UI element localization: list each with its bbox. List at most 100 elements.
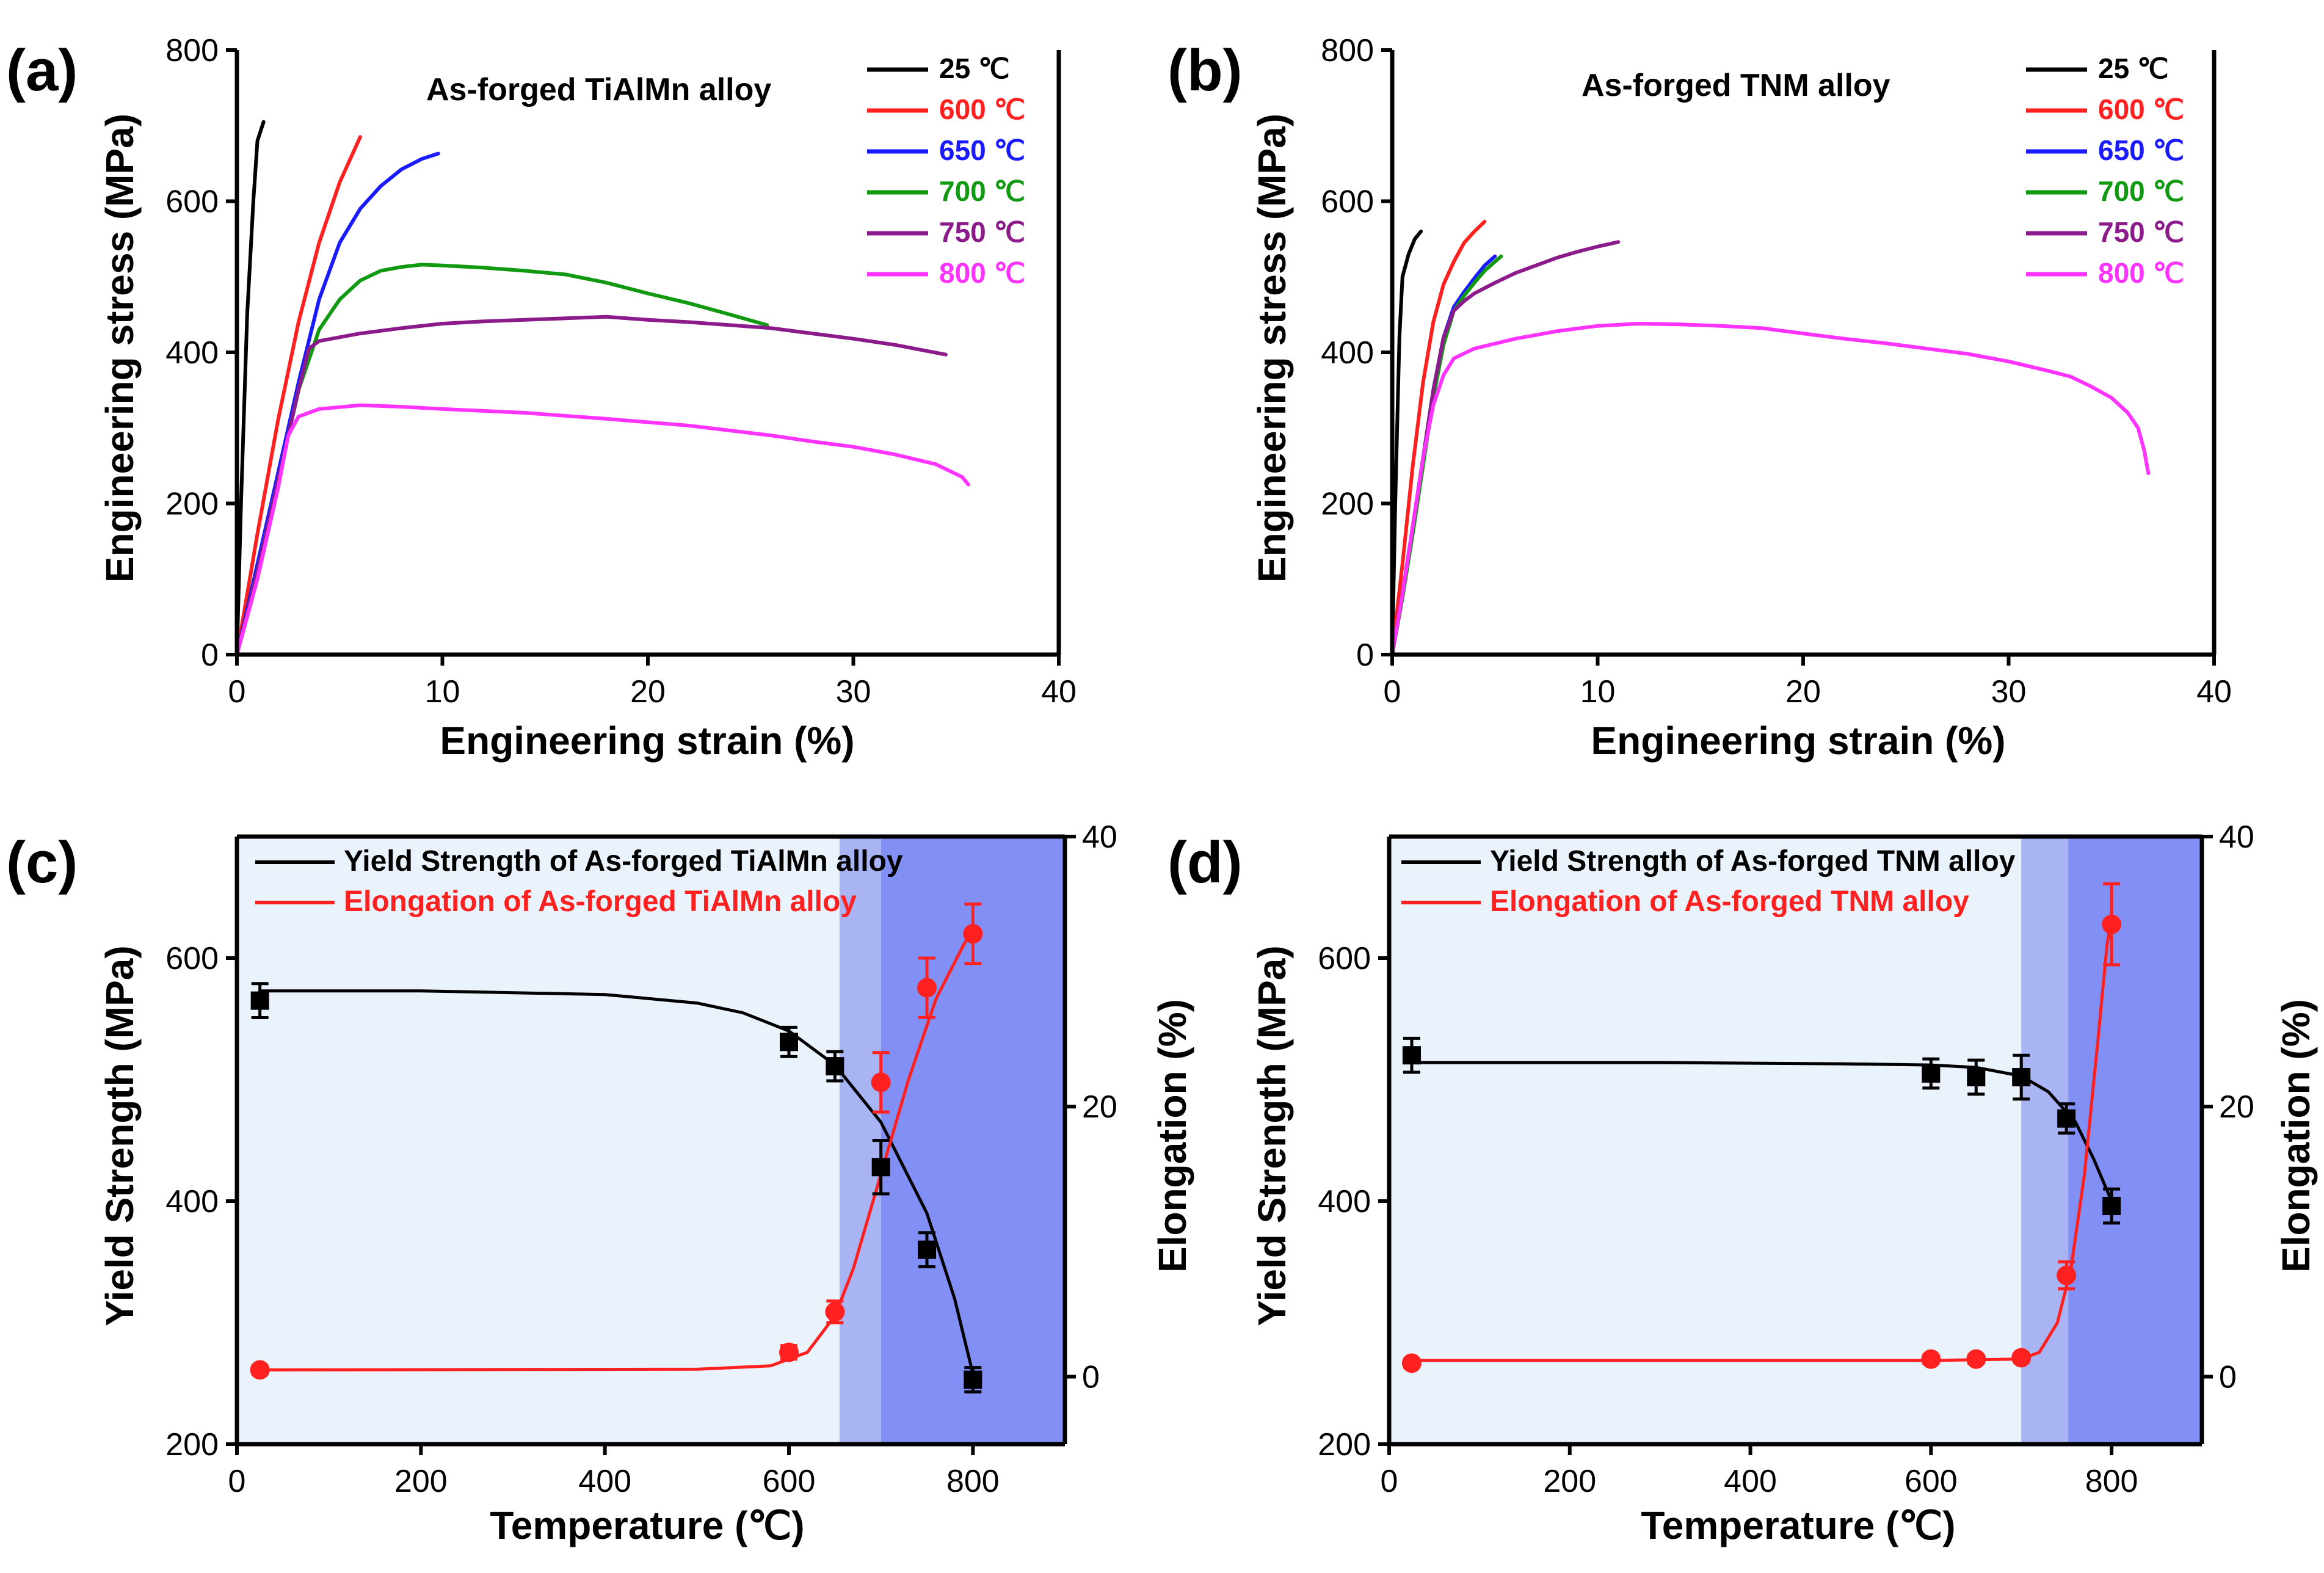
data-point-yield-strength-of-as-forged-tialmn-alloy [918, 1240, 936, 1259]
legend-a: 25 ℃ 600 ℃ 650 ℃ 700 ℃ 750 ℃ 800 ℃ [867, 53, 1025, 289]
x-axis-label-d: Temperature (℃) [1641, 1503, 1955, 1547]
x-tick-label: 200 [394, 1464, 448, 1499]
data-point-yield-strength-of-as-forged-tialmn-alloy [826, 1057, 844, 1076]
data-point-elongation-of-as-forged-tialmn-alloy [825, 1302, 845, 1322]
data-point-elongation-of-as-forged-tnm-alloy [2011, 1348, 2032, 1368]
data-point-elongation-of-as-forged-tialmn-alloy [917, 978, 937, 998]
plot-area-b [1392, 219, 2151, 655]
y-tick-label: 600 [1321, 184, 1374, 220]
data-point-elongation-of-as-forged-tnm-alloy [2102, 914, 2122, 934]
legend-label: 750 ℃ [2098, 216, 2184, 248]
shaded-region-0 [1389, 837, 2022, 1444]
panel-label-a: (a) [6, 38, 78, 103]
data-point-yield-strength-of-as-forged-tnm-alloy [1402, 1046, 1421, 1065]
panel-label-d: (d) [1167, 830, 1243, 895]
series-line-25 [237, 120, 266, 655]
legend-label: 650 ℃ [939, 134, 1025, 166]
data-point-yield-strength-of-as-forged-tialmn-alloy [250, 991, 269, 1010]
y-tick-label: 400 [1321, 335, 1374, 371]
x-tick-label: 600 [763, 1464, 816, 1499]
y-tick-label: 200 [165, 1427, 219, 1462]
legend-label: Elongation of As-forged TiAlMn alloy [344, 885, 857, 918]
panel-c-yield-elongation-tialmn: (c) 0 200 400 600 800 200 400 600 0 20 40 Temperat… [6, 819, 1194, 1547]
legend-label: 750 ℃ [939, 216, 1025, 248]
x-tick-label: 30 [1991, 674, 2027, 710]
y-tick-label: 0 [201, 638, 219, 673]
series-line-650 [1392, 254, 1497, 655]
x-tick-label: 800 [2085, 1464, 2138, 1499]
series-line-750 [237, 314, 948, 655]
fit-line-elongation-of-as-forged-tialmn-alloy [260, 930, 975, 1371]
legend-label: 700 ℃ [939, 175, 1025, 207]
x-axis-label-a: Engineering strain (%) [440, 719, 854, 763]
panel-label-b: (b) [1167, 38, 1243, 103]
x-tick-label: 200 [1543, 1464, 1596, 1499]
legend-label: 800 ℃ [2098, 257, 2184, 289]
x-tick-label: 10 [1580, 674, 1616, 710]
data-point-yield-strength-of-as-forged-tnm-alloy [2012, 1068, 2031, 1087]
data-point-yield-strength-of-as-forged-tnm-alloy [1922, 1064, 1941, 1083]
series-group [237, 120, 970, 655]
x-tick-label: 0 [1381, 1464, 1398, 1499]
y-tick-label: 400 [1318, 1184, 1371, 1219]
series-line-25 [1392, 230, 1423, 655]
x-tick-label: 400 [578, 1464, 631, 1499]
y2-tick-label: 40 [2219, 819, 2254, 855]
legend-label: 700 ℃ [2098, 175, 2184, 207]
x-tick-label: 40 [1041, 674, 1077, 710]
x-tick-label: 10 [425, 674, 460, 710]
data-point-elongation-of-as-forged-tnm-alloy [1401, 1353, 1422, 1373]
y-tick-label: 800 [1321, 33, 1374, 68]
data-point-elongation-of-as-forged-tnm-alloy [1921, 1349, 1941, 1369]
y2-axis-label-c: Elongation (%) [1150, 999, 1194, 1273]
data-point-yield-strength-of-as-forged-tnm-alloy [2102, 1196, 2121, 1215]
legend-b: 25 ℃ 600 ℃ 650 ℃ 700 ℃ 750 ℃ 800 ℃ [2026, 53, 2184, 289]
x-tick-label: 0 [228, 1464, 246, 1499]
axes-c: 0 200 400 600 800 200 400 600 0 20 40 [165, 819, 1117, 1499]
legend-label: 800 ℃ [939, 257, 1025, 289]
plot-area-d [1389, 837, 2202, 1444]
series-line-600 [237, 135, 362, 655]
y-tick-label: 200 [1321, 487, 1374, 522]
series-line-700 [1392, 254, 1503, 655]
data-point-elongation-of-as-forged-tialmn-alloy [779, 1342, 799, 1362]
legend-c: Yield Strength of As-forged TiAlMn alloy… [255, 845, 903, 918]
data-point-elongation-of-as-forged-tialmn-alloy [871, 1072, 891, 1092]
y-tick-label: 400 [165, 1184, 219, 1219]
data-point-elongation-of-as-forged-tialmn-alloy [250, 1360, 270, 1380]
series-line-600 [1392, 219, 1487, 655]
x-tick-label: 600 [1905, 1464, 1958, 1499]
x-tick-label: 30 [836, 674, 871, 710]
y-axis-label-c: Yield Strength (MPa) [98, 945, 142, 1326]
fit-line-yield-strength-of-as-forged-tnm-alloy [1412, 1061, 2113, 1202]
x-tick-label: 0 [1384, 674, 1401, 710]
y2-axis-label-d: Elongation (%) [2274, 999, 2318, 1273]
y-tick-label: 600 [165, 941, 219, 976]
legend-label: 25 ℃ [2098, 53, 2169, 84]
data-point-elongation-of-as-forged-tialmn-alloy [963, 924, 983, 944]
y-axis-label-b: Engineering stress (MPa) [1250, 114, 1294, 583]
y2-tick-label: 40 [1082, 819, 1117, 855]
series-group [1392, 219, 2151, 655]
data-point-yield-strength-of-as-forged-tnm-alloy [1967, 1068, 1986, 1087]
y-tick-label: 400 [165, 335, 219, 371]
legend-label: 25 ℃ [939, 53, 1010, 84]
y-tick-label: 800 [165, 33, 219, 68]
panel-d-yield-elongation-tnm: (d) 0 200 400 600 800 200 400 600 0 20 40 Temperat… [1167, 819, 2318, 1547]
legend-label: 600 ℃ [939, 93, 1025, 125]
y-axis-label-a: Engineering stress (MPa) [98, 114, 142, 583]
series-line-800 [1392, 322, 2151, 655]
data-point-yield-strength-of-as-forged-tnm-alloy [2057, 1109, 2076, 1128]
data-point-elongation-of-as-forged-tnm-alloy [1966, 1349, 1986, 1369]
y-tick-label: 0 [1356, 638, 1374, 673]
x-axis-label-c: Temperature (℃) [490, 1503, 804, 1547]
y-axis-label-d: Yield Strength (MPa) [1250, 945, 1294, 1326]
chart-title-b: As-forged TNM alloy [1581, 68, 1890, 103]
data-point-yield-strength-of-as-forged-tialmn-alloy [964, 1370, 982, 1389]
y-tick-label: 200 [1318, 1427, 1371, 1462]
x-tick-label: 20 [630, 674, 666, 710]
